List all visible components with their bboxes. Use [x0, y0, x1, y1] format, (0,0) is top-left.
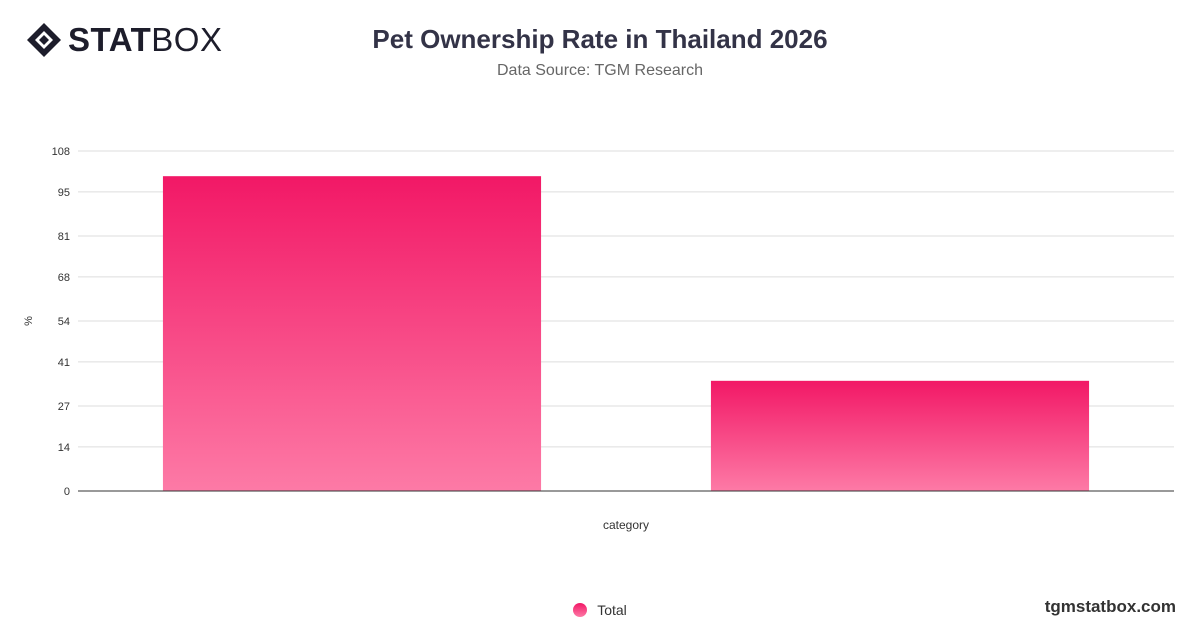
legend-swatch-total: [573, 603, 588, 617]
y-axis-label: %: [23, 316, 35, 326]
x-axis-label: category: [603, 518, 649, 532]
y-tick-label: 41: [58, 357, 70, 369]
y-tick-label: 27: [58, 401, 70, 413]
chart-subtitle: Data Source: TGM Research: [496, 62, 703, 79]
bar-total-1: [162, 176, 542, 491]
y-tick-label: 95: [58, 187, 70, 199]
y-tick-label: 14: [58, 442, 70, 454]
bar-total-2: [710, 380, 1090, 491]
logo-wordmark-bold: STAT: [68, 21, 152, 58]
logo-diamond-icon: [27, 23, 61, 57]
y-tick-label: 54: [58, 316, 70, 328]
legend-label-total: Total: [597, 602, 627, 618]
chart-title: Pet Ownership Rate in Thailand 2026: [372, 24, 828, 54]
y-axis-ticks: 0 14 27 41 54 68 81 95 108: [52, 146, 70, 498]
bars: [162, 176, 1090, 491]
statbox-logo: STATBOX: [26, 22, 222, 58]
legend: Total: [0, 602, 1200, 618]
y-tick-label: 68: [58, 272, 70, 284]
logo-wordmark: STATBOX: [68, 22, 222, 58]
footer-site: tgmstatbox.com: [1044, 597, 1176, 616]
y-tick-label: 0: [64, 486, 70, 498]
y-tick-label: 81: [58, 231, 70, 243]
y-tick-label: 108: [52, 146, 70, 158]
logo-wordmark-light: BOX: [151, 21, 223, 58]
